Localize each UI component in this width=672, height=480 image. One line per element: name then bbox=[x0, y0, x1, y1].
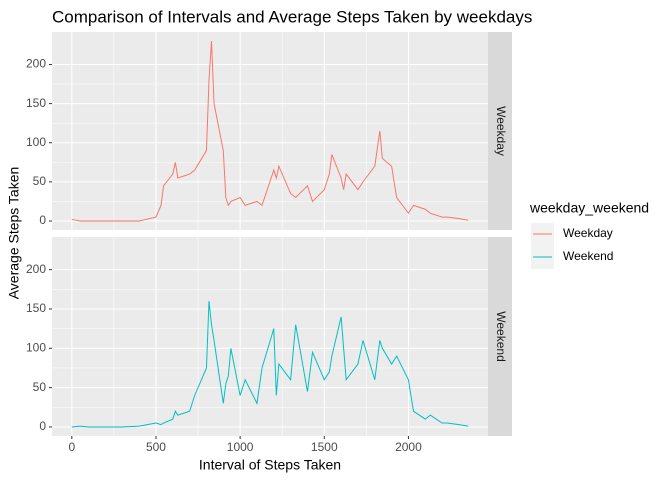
legend-title: weekday_weekend bbox=[529, 200, 649, 216]
y-tick-label: 150 bbox=[26, 301, 46, 315]
y-tick-label: 100 bbox=[26, 340, 46, 354]
x-axis-label: Interval of Steps Taken bbox=[199, 457, 341, 473]
x-tick-label: 1500 bbox=[311, 440, 338, 454]
data-line bbox=[71, 40, 469, 222]
y-tick-label: 0 bbox=[39, 213, 46, 227]
x-tick-label: 0 bbox=[68, 440, 75, 454]
facet-strip bbox=[488, 32, 512, 230]
facet-label: Weekend bbox=[494, 311, 508, 361]
x-tick-label: 1000 bbox=[227, 440, 254, 454]
y-tick-label: 50 bbox=[33, 380, 47, 394]
panel-background bbox=[52, 32, 488, 230]
x-tick-label: 2000 bbox=[395, 440, 422, 454]
chart-title: Comparison of Intervals and Average Step… bbox=[52, 7, 532, 26]
legend-label: Weekend bbox=[563, 249, 613, 263]
x-tick-label: 500 bbox=[146, 440, 166, 454]
panel-background bbox=[52, 237, 488, 436]
data-line bbox=[71, 301, 469, 428]
y-axis-label: Average Steps Taken bbox=[6, 167, 22, 300]
y-tick-label: 0 bbox=[39, 419, 46, 433]
facet-strip bbox=[488, 237, 512, 436]
y-tick-label: 150 bbox=[26, 96, 46, 110]
y-tick-label: 200 bbox=[26, 262, 46, 276]
legend-label: Weekday bbox=[563, 226, 613, 240]
y-tick-label: 200 bbox=[26, 57, 46, 71]
y-tick-label: 50 bbox=[33, 174, 47, 188]
y-tick-label: 100 bbox=[26, 135, 46, 149]
facet-label: Weekday bbox=[494, 106, 508, 156]
